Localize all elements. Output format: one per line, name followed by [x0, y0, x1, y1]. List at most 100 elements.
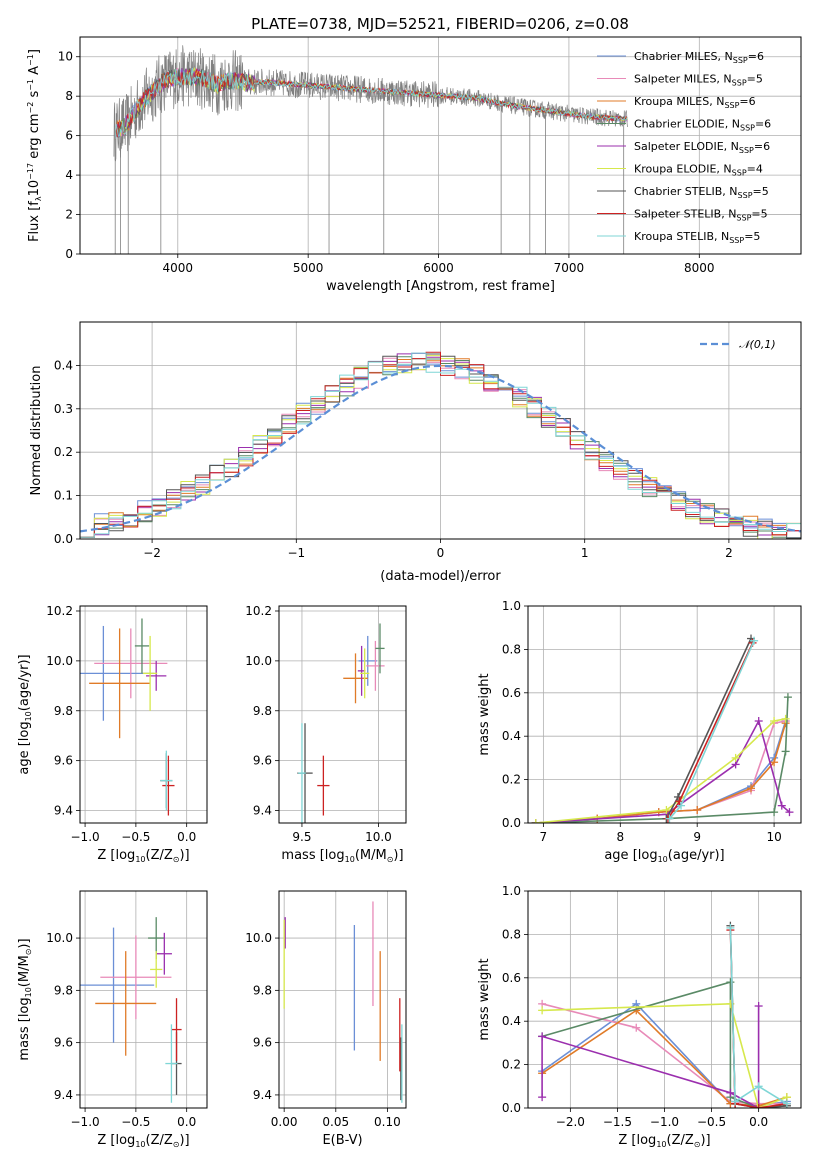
x-tick-label: 0.0 — [177, 1115, 196, 1129]
x-tick-label: −1 — [287, 546, 305, 560]
x-tick-label: 5000 — [293, 261, 324, 275]
plot-area — [80, 351, 801, 539]
legend-label: Kroupa MILES, NSSP​=6 — [634, 95, 756, 110]
y-tick-label: 0.3 — [54, 402, 73, 416]
panel-residuals: −2 −1 0 1 2 0.0 0.1 0.2 0.3 0.4 (data-model)/error… — [29, 321, 802, 584]
weight-line-chabrier-elodie — [535, 697, 789, 823]
x-tick-label: 0.05 — [322, 1115, 349, 1129]
y-tick-label: 0.2 — [502, 773, 521, 787]
panel-age-vs-mass: 9.5 10.0 9.4 9.6 9.8 10.0 10.2 mass [log10​(M/M… — [245, 604, 407, 864]
y-axis-label: mass [log10​(M/M⊙​)] — [17, 938, 33, 1060]
plot-area — [297, 623, 385, 823]
plot-area — [283, 901, 403, 1103]
y-tick-label: 1.0 — [502, 599, 521, 613]
y-axis-label: age [log10​(age/yr)] — [17, 654, 33, 774]
y-tick-label: 10.0 — [245, 931, 272, 945]
x-axis-label: Z [log10​(Z/Z⊙​)] — [97, 848, 189, 864]
y-tick-label: 10.0 — [46, 931, 73, 945]
panel-mass-vs-ebv: 0.00 0.05 0.10 9.4 9.6 9.8 10.0 E(B-V) — [245, 890, 407, 1148]
axes-frame — [278, 890, 407, 1109]
data-spectrum-line — [113, 45, 628, 162]
y-tick-label: 0.8 — [502, 927, 521, 941]
x-tick-label: 4000 — [163, 261, 194, 275]
y-tick-label: 10.0 — [46, 654, 73, 668]
y-tick-label: 4 — [65, 168, 73, 182]
x-tick-label: −1.0 — [71, 830, 100, 844]
x-axis-label: wavelength [Angstrom, rest frame] — [326, 279, 555, 294]
y-tick-label: 0.4 — [502, 1014, 521, 1028]
y-tick-label: 0.8 — [502, 642, 521, 656]
legend-label: Kroupa STELIB, NSSP​=5 — [634, 230, 760, 245]
x-tick-label: 2 — [725, 546, 733, 560]
panel-weight-vs-z: −2.0 −1.5 −1.0 −0.5 0.0 0.0 0.2 0.4 0.6 0.8 1.0 Z [… — [477, 884, 802, 1149]
axes-frame — [79, 890, 208, 1109]
axes-frame — [79, 605, 208, 824]
y-tick-label: 0.0 — [502, 816, 521, 830]
legend-label: Salpeter STELIB, NSSP​=5 — [634, 208, 768, 223]
y-tick-label: 10 — [58, 50, 73, 64]
y-tick-label: 8 — [65, 89, 73, 103]
x-tick-label: 10 — [766, 830, 781, 844]
axes-frame — [79, 36, 802, 255]
legend-label: Salpeter MILES, NSSP​=5 — [634, 73, 763, 88]
y-tick-label: 10.2 — [46, 604, 73, 618]
y-tick-label: 9.8 — [253, 983, 272, 997]
y-axis-label: Flux [fλ​10−17​ erg cm−2​ s−1​ A−1​] — [26, 49, 43, 242]
x-tick-label: 9.5 — [292, 830, 311, 844]
plot-area — [113, 45, 628, 254]
y-tick-label: 9.8 — [253, 704, 272, 718]
histogram-kroupa-stelib — [80, 352, 801, 538]
x-tick-label: 1 — [581, 546, 589, 560]
y-axis-label: mass weight — [477, 673, 492, 755]
y-tick-label: 0.4 — [54, 358, 73, 372]
histogram-salpeter-stelib — [80, 351, 801, 538]
y-tick-label: 0.4 — [502, 729, 521, 743]
x-tick-label: 7000 — [554, 261, 585, 275]
y-tick-label: 0.6 — [502, 686, 521, 700]
legend-label: Chabrier MILES, NSSP​=6 — [634, 50, 764, 65]
axes-frame — [79, 321, 802, 540]
y-tick-label: 9.6 — [253, 1036, 272, 1050]
x-tick-label: 0.10 — [374, 1115, 401, 1129]
y-tick-label: 9.4 — [54, 1088, 73, 1102]
weight-line-kroupa-elodie — [542, 1002, 788, 1108]
y-tick-label: 1.0 — [502, 884, 521, 898]
y-axis-label: Normed distribution — [29, 366, 44, 496]
y-tick-label: 9.6 — [54, 1036, 73, 1050]
y-tick-label: 0.2 — [502, 1058, 521, 1072]
x-axis-label: mass [log10​(M/M⊙​)] — [281, 848, 403, 864]
x-axis-label: age [log10​(age/yr)] — [604, 848, 724, 864]
x-tick-label: 6000 — [423, 261, 454, 275]
x-axis-label: E(B-V) — [322, 1133, 362, 1148]
y-tick-label: 9.6 — [253, 754, 272, 768]
x-tick-label: 7 — [540, 830, 548, 844]
model-line-kroupa-stelib — [114, 67, 628, 140]
y-tick-label: 9.8 — [54, 704, 73, 718]
normal-curve — [80, 364, 801, 533]
legend-label: Salpeter ELODIE, NSSP​=6 — [634, 140, 770, 155]
weight-line-kroupa-stelib — [729, 927, 788, 1105]
x-axis-label: (data-model)/error — [380, 569, 501, 584]
y-tick-label: 0.6 — [502, 971, 521, 985]
x-tick-label: 8000 — [684, 261, 715, 275]
x-tick-label: 10.0 — [365, 830, 392, 844]
x-tick-label: 0.0 — [749, 1115, 768, 1129]
x-tick-label: −2.0 — [556, 1115, 585, 1129]
legend-label: Chabrier ELODIE, NSSP​=6 — [634, 118, 771, 133]
panel-age-vs-z: −1.0 −0.5 0.0 9.4 9.6 9.8 10.0 10.2 Z [log10​(Z/… — [17, 604, 208, 864]
plot-area — [80, 917, 182, 1103]
y-tick-label: 0 — [65, 247, 73, 261]
x-tick-label: −1.5 — [603, 1115, 632, 1129]
y-tick-label: 9.8 — [54, 983, 73, 997]
axes-frame — [527, 890, 802, 1109]
plot-area — [80, 618, 175, 816]
y-tick-label: 10.2 — [245, 604, 272, 618]
panel-spectrum: 4000 5000 6000 7000 8000 0 2 4 6 8 10 wavelength [A… — [26, 36, 802, 294]
x-tick-label: 0 — [437, 546, 445, 560]
x-tick-label: −2 — [143, 546, 161, 560]
y-tick-label: 0.0 — [54, 532, 73, 546]
figure-title: PLATE=0738, MJD=52521, FIBERID=0206, z=0… — [251, 15, 629, 33]
y-axis-label: mass weight — [477, 958, 492, 1040]
